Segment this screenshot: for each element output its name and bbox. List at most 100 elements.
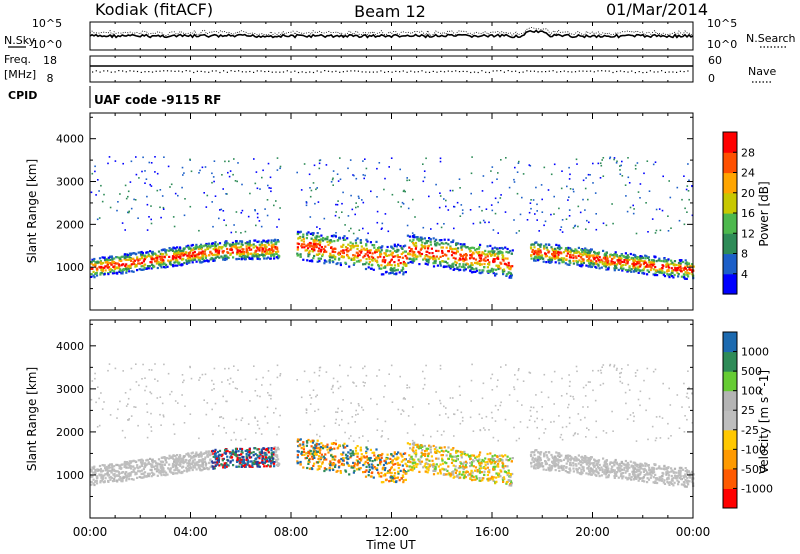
power-echo [433, 256, 436, 259]
power-echo [495, 272, 498, 275]
power-echo [597, 264, 600, 267]
power-echo [358, 260, 361, 263]
power-echo [123, 253, 126, 256]
power-echo [624, 263, 627, 266]
velocity-echo [582, 469, 585, 472]
velocity-echo [98, 464, 102, 468]
power-echo [267, 252, 270, 255]
power-echo [627, 255, 630, 259]
velocity-echo [258, 461, 261, 464]
power-echo [635, 267, 638, 271]
velocity-echo [414, 463, 417, 466]
power-echo [275, 256, 278, 259]
power-echo [149, 250, 152, 253]
power-echo [447, 264, 450, 267]
power-echo [452, 189, 454, 192]
velocity-echo [168, 463, 171, 466]
power-echo [92, 259, 95, 262]
power-echo [305, 202, 308, 204]
power-echo [352, 263, 355, 266]
power-echo [483, 262, 486, 266]
power-echo [313, 164, 316, 167]
velocity-echo [497, 458, 500, 461]
power-echo [140, 257, 143, 260]
velocity-echo [580, 468, 583, 471]
power-echo [234, 240, 238, 243]
power-echo [479, 221, 481, 224]
power-echo [90, 191, 93, 194]
velocity-echo [254, 447, 257, 450]
velocity-echo [184, 460, 187, 463]
power-echo [412, 254, 415, 257]
power-echo [253, 255, 256, 258]
power-echo [376, 221, 379, 224]
power-echo [329, 241, 332, 244]
power-echo [128, 252, 131, 255]
power-echo [389, 272, 392, 275]
power-echo [440, 242, 443, 245]
power-echo [269, 257, 272, 260]
power-echo [147, 267, 150, 270]
power-echo [602, 175, 605, 177]
power-echo [214, 257, 217, 260]
velocity-echo [181, 470, 184, 474]
velocity-echo [354, 446, 357, 450]
velocity-echo [251, 464, 254, 468]
velocity-echo [400, 460, 403, 463]
velocity-echo [318, 455, 321, 458]
power-echo [129, 181, 132, 183]
power-echo [585, 228, 587, 230]
power-echo [503, 270, 506, 273]
power-echo [132, 261, 135, 264]
power-echo [324, 237, 327, 240]
power-echo [140, 254, 143, 257]
velocity-echo [469, 472, 472, 475]
power-echo [566, 185, 568, 188]
power-echo [384, 177, 386, 180]
noise-left-tick-bottom: 10^0 [32, 38, 62, 51]
power-echo [586, 219, 588, 222]
velocity-echo [436, 472, 439, 475]
power-echo [639, 263, 642, 266]
velocity-echo [225, 462, 228, 465]
velocity-echo [159, 460, 162, 463]
power-echo [337, 180, 340, 182]
velocity-echo [478, 477, 481, 480]
velocity-echo [214, 456, 217, 459]
velocity-echo [478, 453, 481, 456]
power-echo [437, 257, 440, 260]
velocity-echo [389, 461, 393, 464]
velocity-echo [480, 471, 483, 474]
velocity-echo [352, 461, 355, 464]
nave-point [687, 70, 689, 72]
power-echo [309, 216, 312, 218]
velocity-echo [145, 463, 148, 466]
power-echo [691, 214, 694, 217]
velocity-echo [677, 480, 680, 483]
velocity-echo [312, 464, 315, 467]
nave-point [406, 71, 408, 73]
power-echo [470, 246, 473, 250]
power-echo [400, 205, 402, 208]
power-echo [181, 251, 184, 255]
power-echo [116, 256, 119, 259]
power-echo [558, 207, 560, 210]
power-echo [375, 240, 378, 243]
power-echo [307, 255, 310, 258]
velocity-echo [110, 471, 113, 474]
power-echo [655, 269, 658, 272]
noise-sky-label: N.Sky [4, 34, 36, 47]
power-echo [414, 216, 416, 218]
power-echo [323, 217, 326, 220]
power-echo [541, 254, 544, 257]
power-echo [377, 265, 380, 268]
nave-point [653, 71, 655, 73]
power-echo [514, 166, 516, 169]
power-echo [110, 263, 113, 266]
power-echo [666, 273, 669, 276]
power-echo [471, 156, 473, 158]
velocity-echo [220, 463, 223, 466]
power-echo [355, 260, 359, 263]
velocity-echo [425, 449, 428, 452]
power-echo [559, 229, 562, 231]
